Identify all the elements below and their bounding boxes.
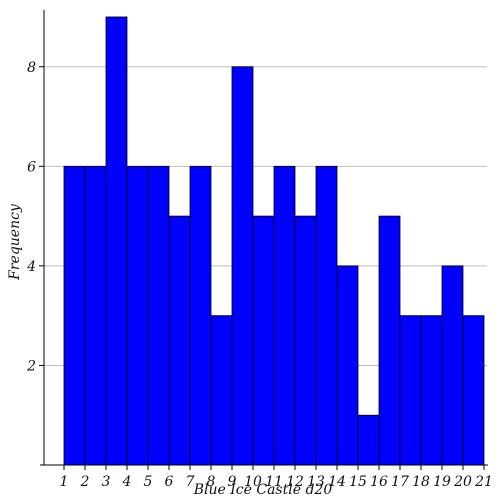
y-ticks: 2 4 6 8 (26, 60, 44, 374)
x-tick-label-8: 8 (207, 474, 216, 490)
y-tick-label-2: 2 (26, 358, 36, 374)
bar-17 (399, 315, 422, 466)
x-tick-label-2: 2 (80, 474, 90, 490)
y-axis-label: Frequency (7, 204, 23, 280)
bar-1 (63, 165, 86, 466)
x-tick-label-5: 5 (144, 474, 153, 490)
bar-5 (147, 165, 170, 466)
x-tick-label-14: 14 (328, 474, 346, 490)
bar-20 (462, 315, 485, 466)
bar-11 (273, 165, 296, 466)
bar-12 (294, 215, 317, 466)
bar-15 (357, 414, 380, 466)
x-tick-label-21: 21 (474, 474, 493, 490)
x-tick-label-11: 11 (265, 474, 283, 490)
axes (40, 10, 488, 466)
y-tick-label-6: 6 (27, 159, 36, 175)
x-tick-label-17: 17 (391, 474, 409, 490)
x-tick-label-12: 12 (286, 474, 304, 490)
x-tick-label-18: 18 (412, 474, 430, 490)
bar-13 (315, 165, 338, 466)
bar-4 (126, 165, 149, 466)
x-tick-label-19: 19 (433, 474, 451, 490)
bar-2 (84, 165, 107, 466)
y-tick-label-8: 8 (27, 60, 36, 76)
bar-18 (420, 315, 443, 466)
x-tick-label-15: 15 (349, 474, 367, 490)
x-tick-label-20: 20 (453, 474, 472, 490)
x-tick-label-9: 9 (228, 474, 237, 490)
x-tick-label-4: 4 (122, 474, 132, 490)
x-ticks: 1 2 3 4 5 6 7 8 9 10 11 12 13 14 15 16 17 18 19 20 21 (60, 465, 493, 490)
bar-19 (441, 265, 464, 466)
bar-3 (105, 16, 128, 466)
x-axis-label: Blue Ice Castle d20 (193, 482, 333, 498)
x-tick-label-1: 1 (60, 474, 69, 490)
y-tick-label-4: 4 (26, 259, 36, 275)
x-tick-label-16: 16 (370, 474, 388, 490)
x-tick-label-7: 7 (186, 474, 195, 490)
x-tick-label-3: 3 (102, 474, 111, 490)
x-tick-label-13: 13 (307, 474, 325, 490)
bar-7 (189, 165, 212, 466)
x-tick-label-6: 6 (165, 474, 174, 490)
bar-6 (168, 215, 191, 466)
bar-14 (336, 265, 359, 466)
bar-8 (210, 315, 233, 466)
x-tick-label-10: 10 (244, 474, 262, 490)
bar-16 (378, 215, 401, 466)
bar-9 (231, 66, 254, 466)
bars (63, 16, 485, 466)
bar-10 (252, 215, 275, 466)
